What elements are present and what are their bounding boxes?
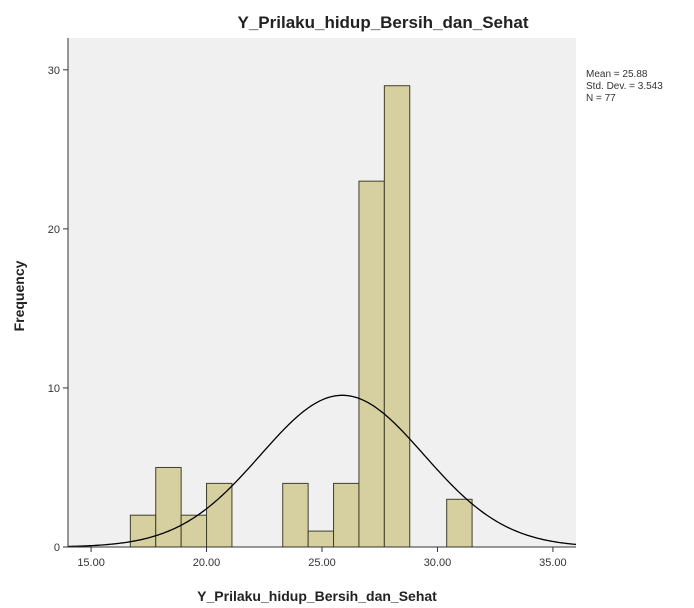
x-ticks-group: 15.00 20.00 25.00 30.00 35.00 xyxy=(77,547,567,569)
histogram-bar-5 xyxy=(282,482,309,548)
x-tick-label: 20.00 xyxy=(193,557,221,569)
y-tick-label: 0 xyxy=(54,542,60,554)
stats-n: N = 77 xyxy=(586,93,616,104)
x-tick-label: 30.00 xyxy=(424,557,452,569)
histogram-bar-10 xyxy=(446,498,473,548)
histogram-bar-7 xyxy=(333,482,360,548)
plot-area xyxy=(68,38,576,547)
normal-curve xyxy=(67,394,577,548)
x-tick-label: 35.00 xyxy=(539,557,567,569)
stats-mean: Mean = 25.88 xyxy=(586,69,648,80)
histogram-bar-1 xyxy=(129,514,157,548)
x-tick-label: 15.00 xyxy=(77,557,105,569)
stats-box: Mean = 25.88 Std. Dev. = 3.543 N = 77 xyxy=(586,69,663,104)
histogram-bar-6 xyxy=(307,530,335,548)
y-axis-label: Frequency xyxy=(11,260,27,331)
histogram-bar-3 xyxy=(180,514,208,548)
chart-title: Y_Prilaku_hidup_Bersih_dan_Sehat xyxy=(238,13,529,32)
y-tick-label: 30 xyxy=(48,65,60,77)
stats-std-dev: Std. Dev. = 3.543 xyxy=(586,81,663,92)
y-tick-label: 10 xyxy=(48,383,60,395)
histogram-bar-9 xyxy=(383,85,411,548)
x-axis-label: Y_Prilaku_hidup_Bersih_dan_Sehat xyxy=(197,588,437,604)
x-tick-label: 25.00 xyxy=(308,557,336,569)
y-ticks-group: 0 10 20 30 xyxy=(48,65,68,554)
y-tick-label: 20 xyxy=(48,224,60,236)
histogram-bar-4 xyxy=(206,482,233,548)
histogram-bar-8 xyxy=(358,180,385,548)
